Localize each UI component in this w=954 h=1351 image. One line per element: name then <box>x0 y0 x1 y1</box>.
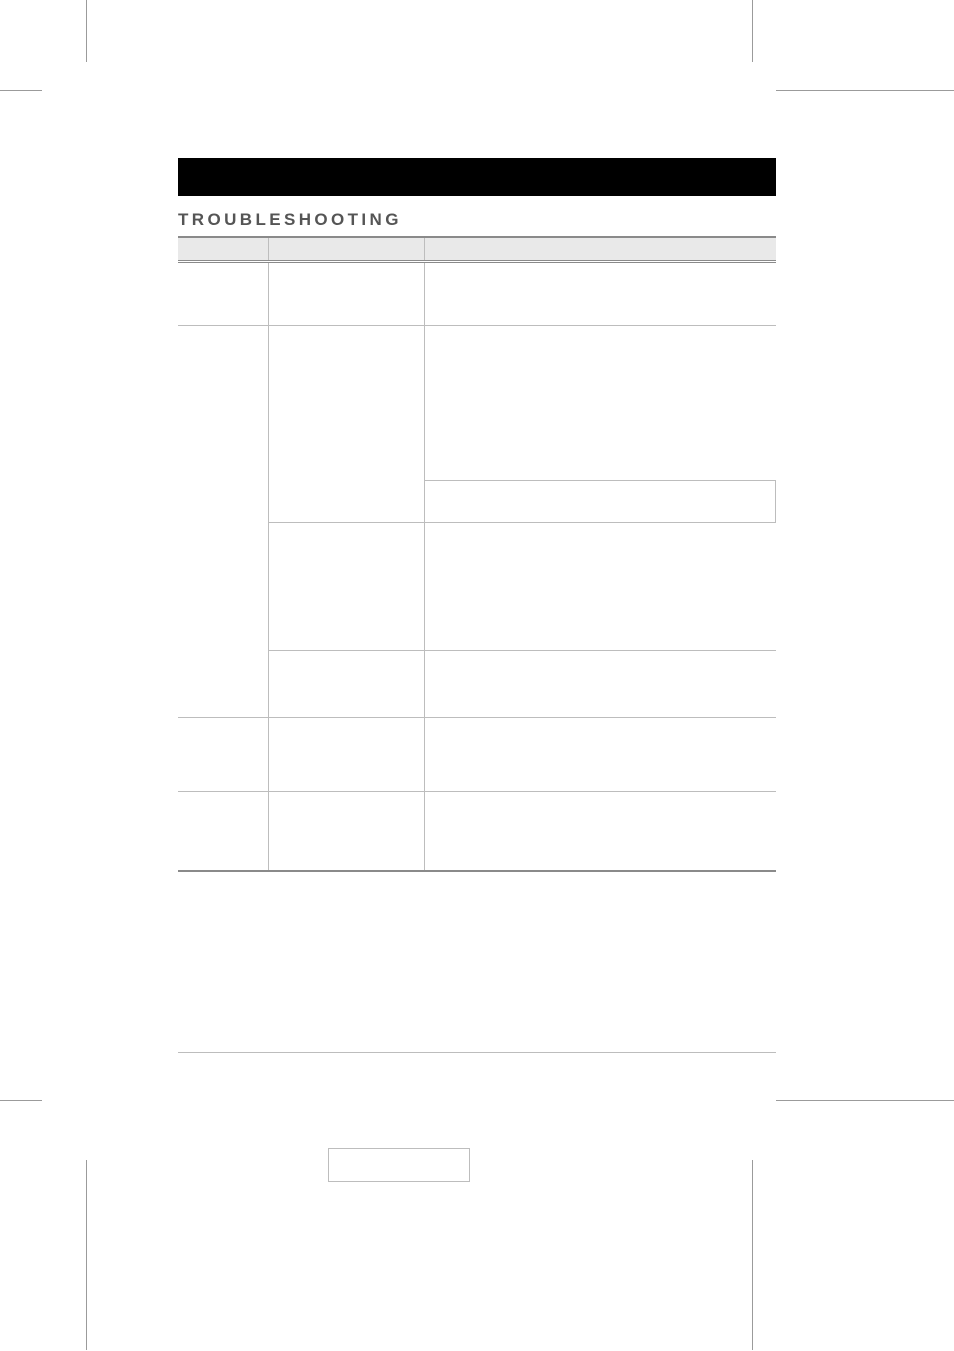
crop-mark <box>86 1160 87 1350</box>
crop-mark <box>0 90 42 91</box>
table-cell <box>178 791 268 871</box>
table-cell <box>424 650 776 717</box>
table-cell <box>424 717 776 791</box>
crop-mark <box>776 90 954 91</box>
table-cell <box>424 522 776 650</box>
chapter-bar <box>178 158 776 196</box>
crop-mark <box>752 0 753 62</box>
crop-mark <box>752 1160 753 1350</box>
table-cell <box>268 522 424 650</box>
table-header <box>178 238 268 260</box>
table-cell <box>424 263 776 325</box>
table-cell <box>424 325 776 480</box>
table-cell <box>268 325 424 522</box>
footer-rule <box>178 1052 776 1053</box>
table-cell <box>268 263 424 325</box>
crop-mark <box>0 1100 42 1101</box>
content-block: Troubleshooting <box>178 158 776 872</box>
table-cell <box>424 480 776 522</box>
page-number-box <box>328 1148 470 1182</box>
table-cell <box>178 263 268 325</box>
table <box>178 236 776 263</box>
table-body <box>178 263 776 872</box>
table-cell <box>268 650 424 717</box>
table-cell <box>178 717 268 791</box>
crop-mark <box>776 1100 954 1101</box>
table-header <box>424 238 776 260</box>
crop-mark <box>86 0 87 62</box>
table-cell <box>268 717 424 791</box>
table-header <box>268 238 424 260</box>
table-cell <box>424 791 776 871</box>
table-cell <box>268 791 424 871</box>
section-title: Troubleshooting <box>178 210 776 230</box>
table-cell <box>178 325 268 717</box>
